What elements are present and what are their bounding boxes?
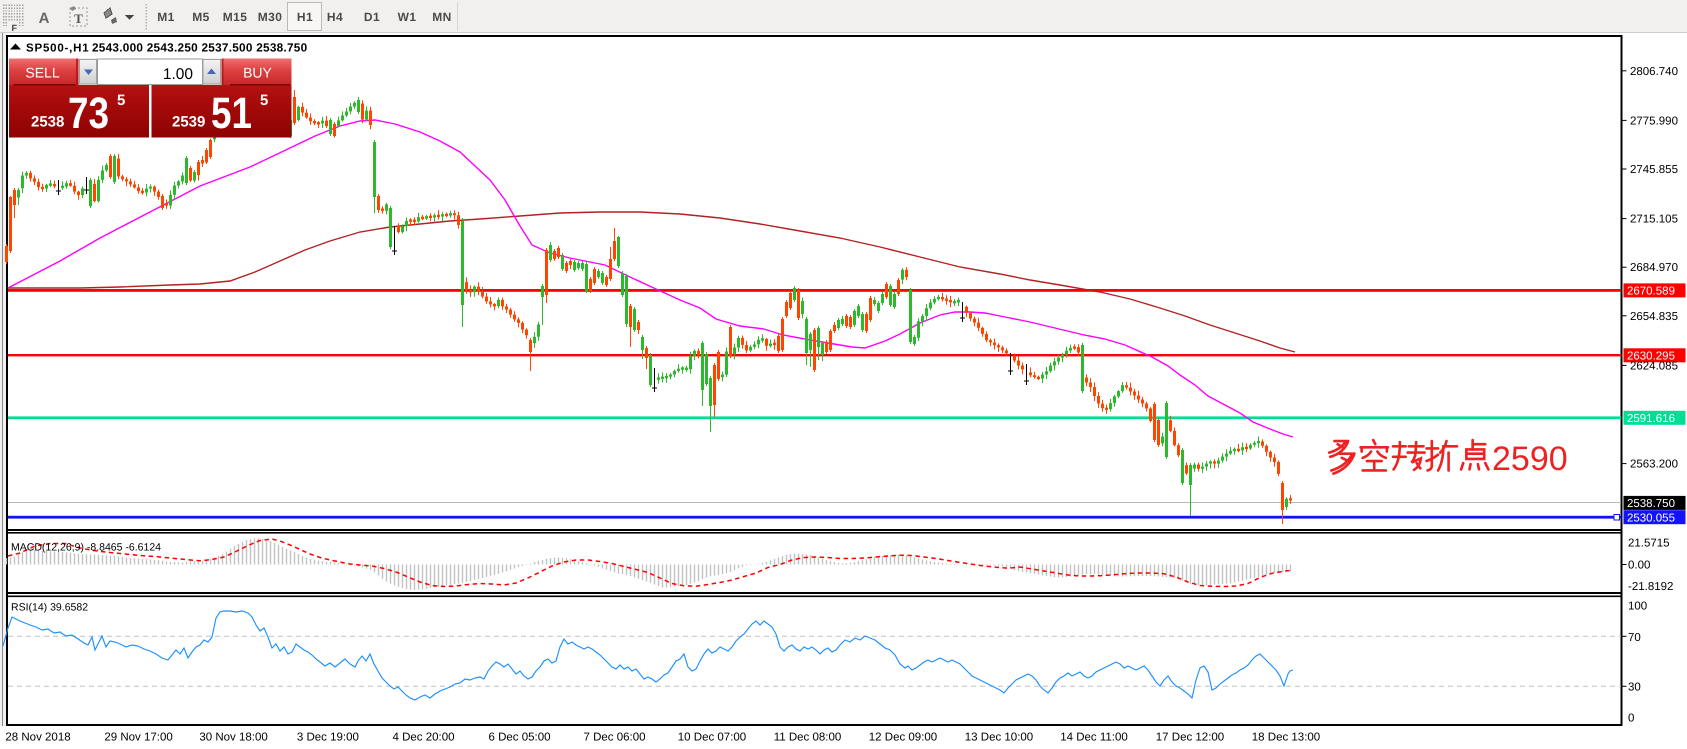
svg-text:M30: M30 <box>258 10 283 24</box>
svg-text:1.00: 1.00 <box>163 66 194 83</box>
svg-text:4 Dec 20:00: 4 Dec 20:00 <box>392 732 454 744</box>
svg-text:2715.105: 2715.105 <box>1630 214 1678 226</box>
svg-text:28 Nov 2018: 28 Nov 2018 <box>5 732 70 744</box>
svg-text:2591.616: 2591.616 <box>1627 413 1675 425</box>
svg-text:2684.970: 2684.970 <box>1630 262 1678 274</box>
svg-text:5: 5 <box>117 92 125 109</box>
svg-text:2539: 2539 <box>172 114 205 131</box>
svg-text:17 Dec 12:00: 17 Dec 12:00 <box>1156 732 1224 744</box>
svg-text:2775.990: 2775.990 <box>1630 115 1678 127</box>
svg-text:D1: D1 <box>364 10 380 24</box>
svg-text:F: F <box>12 23 18 33</box>
svg-text:H1: H1 <box>297 10 313 24</box>
svg-text:W1: W1 <box>398 10 417 24</box>
svg-text:29 Nov 17:00: 29 Nov 17:00 <box>104 732 172 744</box>
svg-text:T: T <box>74 11 83 26</box>
svg-text:-21.8192: -21.8192 <box>1628 581 1673 593</box>
svg-text:M15: M15 <box>223 10 248 24</box>
svg-text:2590: 2590 <box>1492 440 1568 478</box>
svg-text:RSI(14) 39.6582: RSI(14) 39.6582 <box>11 602 88 614</box>
svg-text:2630.295: 2630.295 <box>1627 351 1675 363</box>
svg-text:A: A <box>39 10 50 27</box>
svg-text:13 Dec 10:00: 13 Dec 10:00 <box>965 732 1033 744</box>
svg-text:6 Dec 05:00: 6 Dec 05:00 <box>488 732 550 744</box>
svg-text:51: 51 <box>211 89 252 138</box>
svg-text:0: 0 <box>1628 713 1634 725</box>
svg-text:SP500-,H1: SP500-,H1 <box>26 43 89 55</box>
svg-text:2530.055: 2530.055 <box>1627 512 1675 524</box>
svg-text:M1: M1 <box>157 10 174 24</box>
svg-text:100: 100 <box>1628 601 1647 613</box>
svg-text:MACD(12,26,9) -8.8465 -6.6124: MACD(12,26,9) -8.8465 -6.6124 <box>11 542 161 554</box>
svg-text:2806.740: 2806.740 <box>1630 66 1678 78</box>
svg-text:H4: H4 <box>327 10 343 24</box>
svg-text:30: 30 <box>1628 681 1641 693</box>
svg-text:2670.589: 2670.589 <box>1627 286 1675 298</box>
svg-text:73: 73 <box>68 89 109 138</box>
svg-text:21.5715: 21.5715 <box>1628 537 1670 549</box>
svg-text:70: 70 <box>1628 632 1641 644</box>
svg-text:M5: M5 <box>192 10 209 24</box>
svg-text:2538.750: 2538.750 <box>1627 498 1675 510</box>
svg-text:0.00: 0.00 <box>1628 560 1650 572</box>
svg-text:2745.855: 2745.855 <box>1630 164 1678 176</box>
svg-text:10 Dec 07:00: 10 Dec 07:00 <box>678 732 746 744</box>
svg-text:5: 5 <box>260 92 268 109</box>
svg-text:3 Dec 19:00: 3 Dec 19:00 <box>297 732 359 744</box>
svg-text:SELL: SELL <box>25 65 59 81</box>
svg-text:18 Dec 13:00: 18 Dec 13:00 <box>1252 732 1320 744</box>
svg-text:12 Dec 09:00: 12 Dec 09:00 <box>869 732 937 744</box>
svg-text:30 Nov 18:00: 30 Nov 18:00 <box>199 732 267 744</box>
svg-text:2654.835: 2654.835 <box>1630 311 1678 323</box>
svg-text:2543.000 2543.250 2537.500 253: 2543.000 2543.250 2537.500 2538.750 <box>92 41 308 55</box>
svg-text:BUY: BUY <box>243 65 272 81</box>
svg-text:2538: 2538 <box>31 114 64 131</box>
svg-text:2624.085: 2624.085 <box>1630 360 1678 372</box>
svg-text:11 Dec 08:00: 11 Dec 08:00 <box>774 732 842 744</box>
svg-text:7 Dec 06:00: 7 Dec 06:00 <box>583 732 645 744</box>
svg-text:2563.200: 2563.200 <box>1630 459 1678 471</box>
svg-text:14 Dec 11:00: 14 Dec 11:00 <box>1060 732 1128 744</box>
svg-text:MN: MN <box>432 10 451 24</box>
